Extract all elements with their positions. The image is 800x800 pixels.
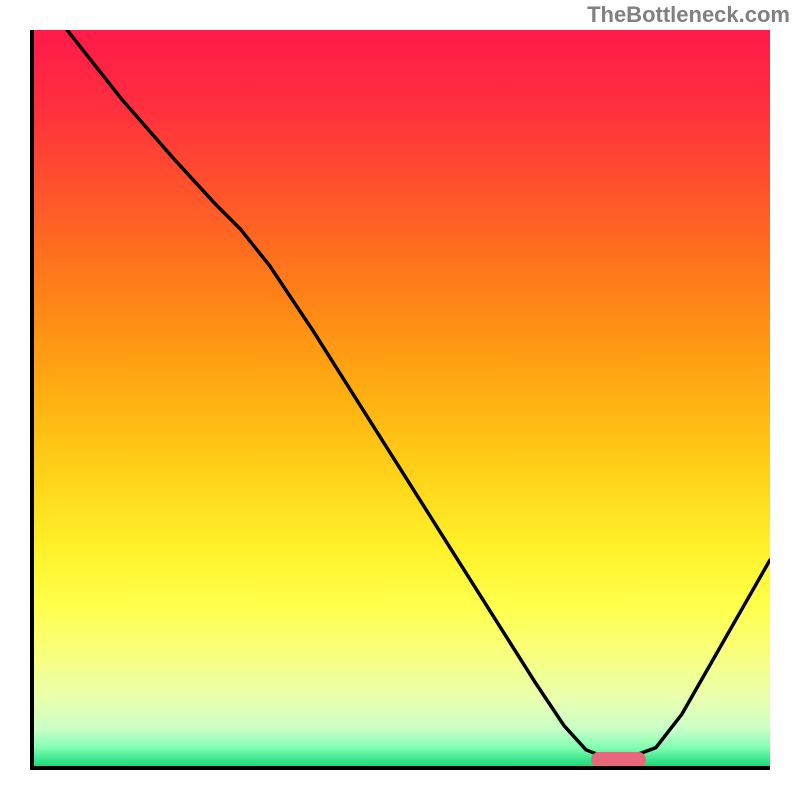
optimal-range-marker xyxy=(591,752,647,767)
watermark-text: TheBottleneck.com xyxy=(587,2,790,28)
bottleneck-curve xyxy=(34,30,770,766)
bottleneck-chart xyxy=(30,30,770,770)
